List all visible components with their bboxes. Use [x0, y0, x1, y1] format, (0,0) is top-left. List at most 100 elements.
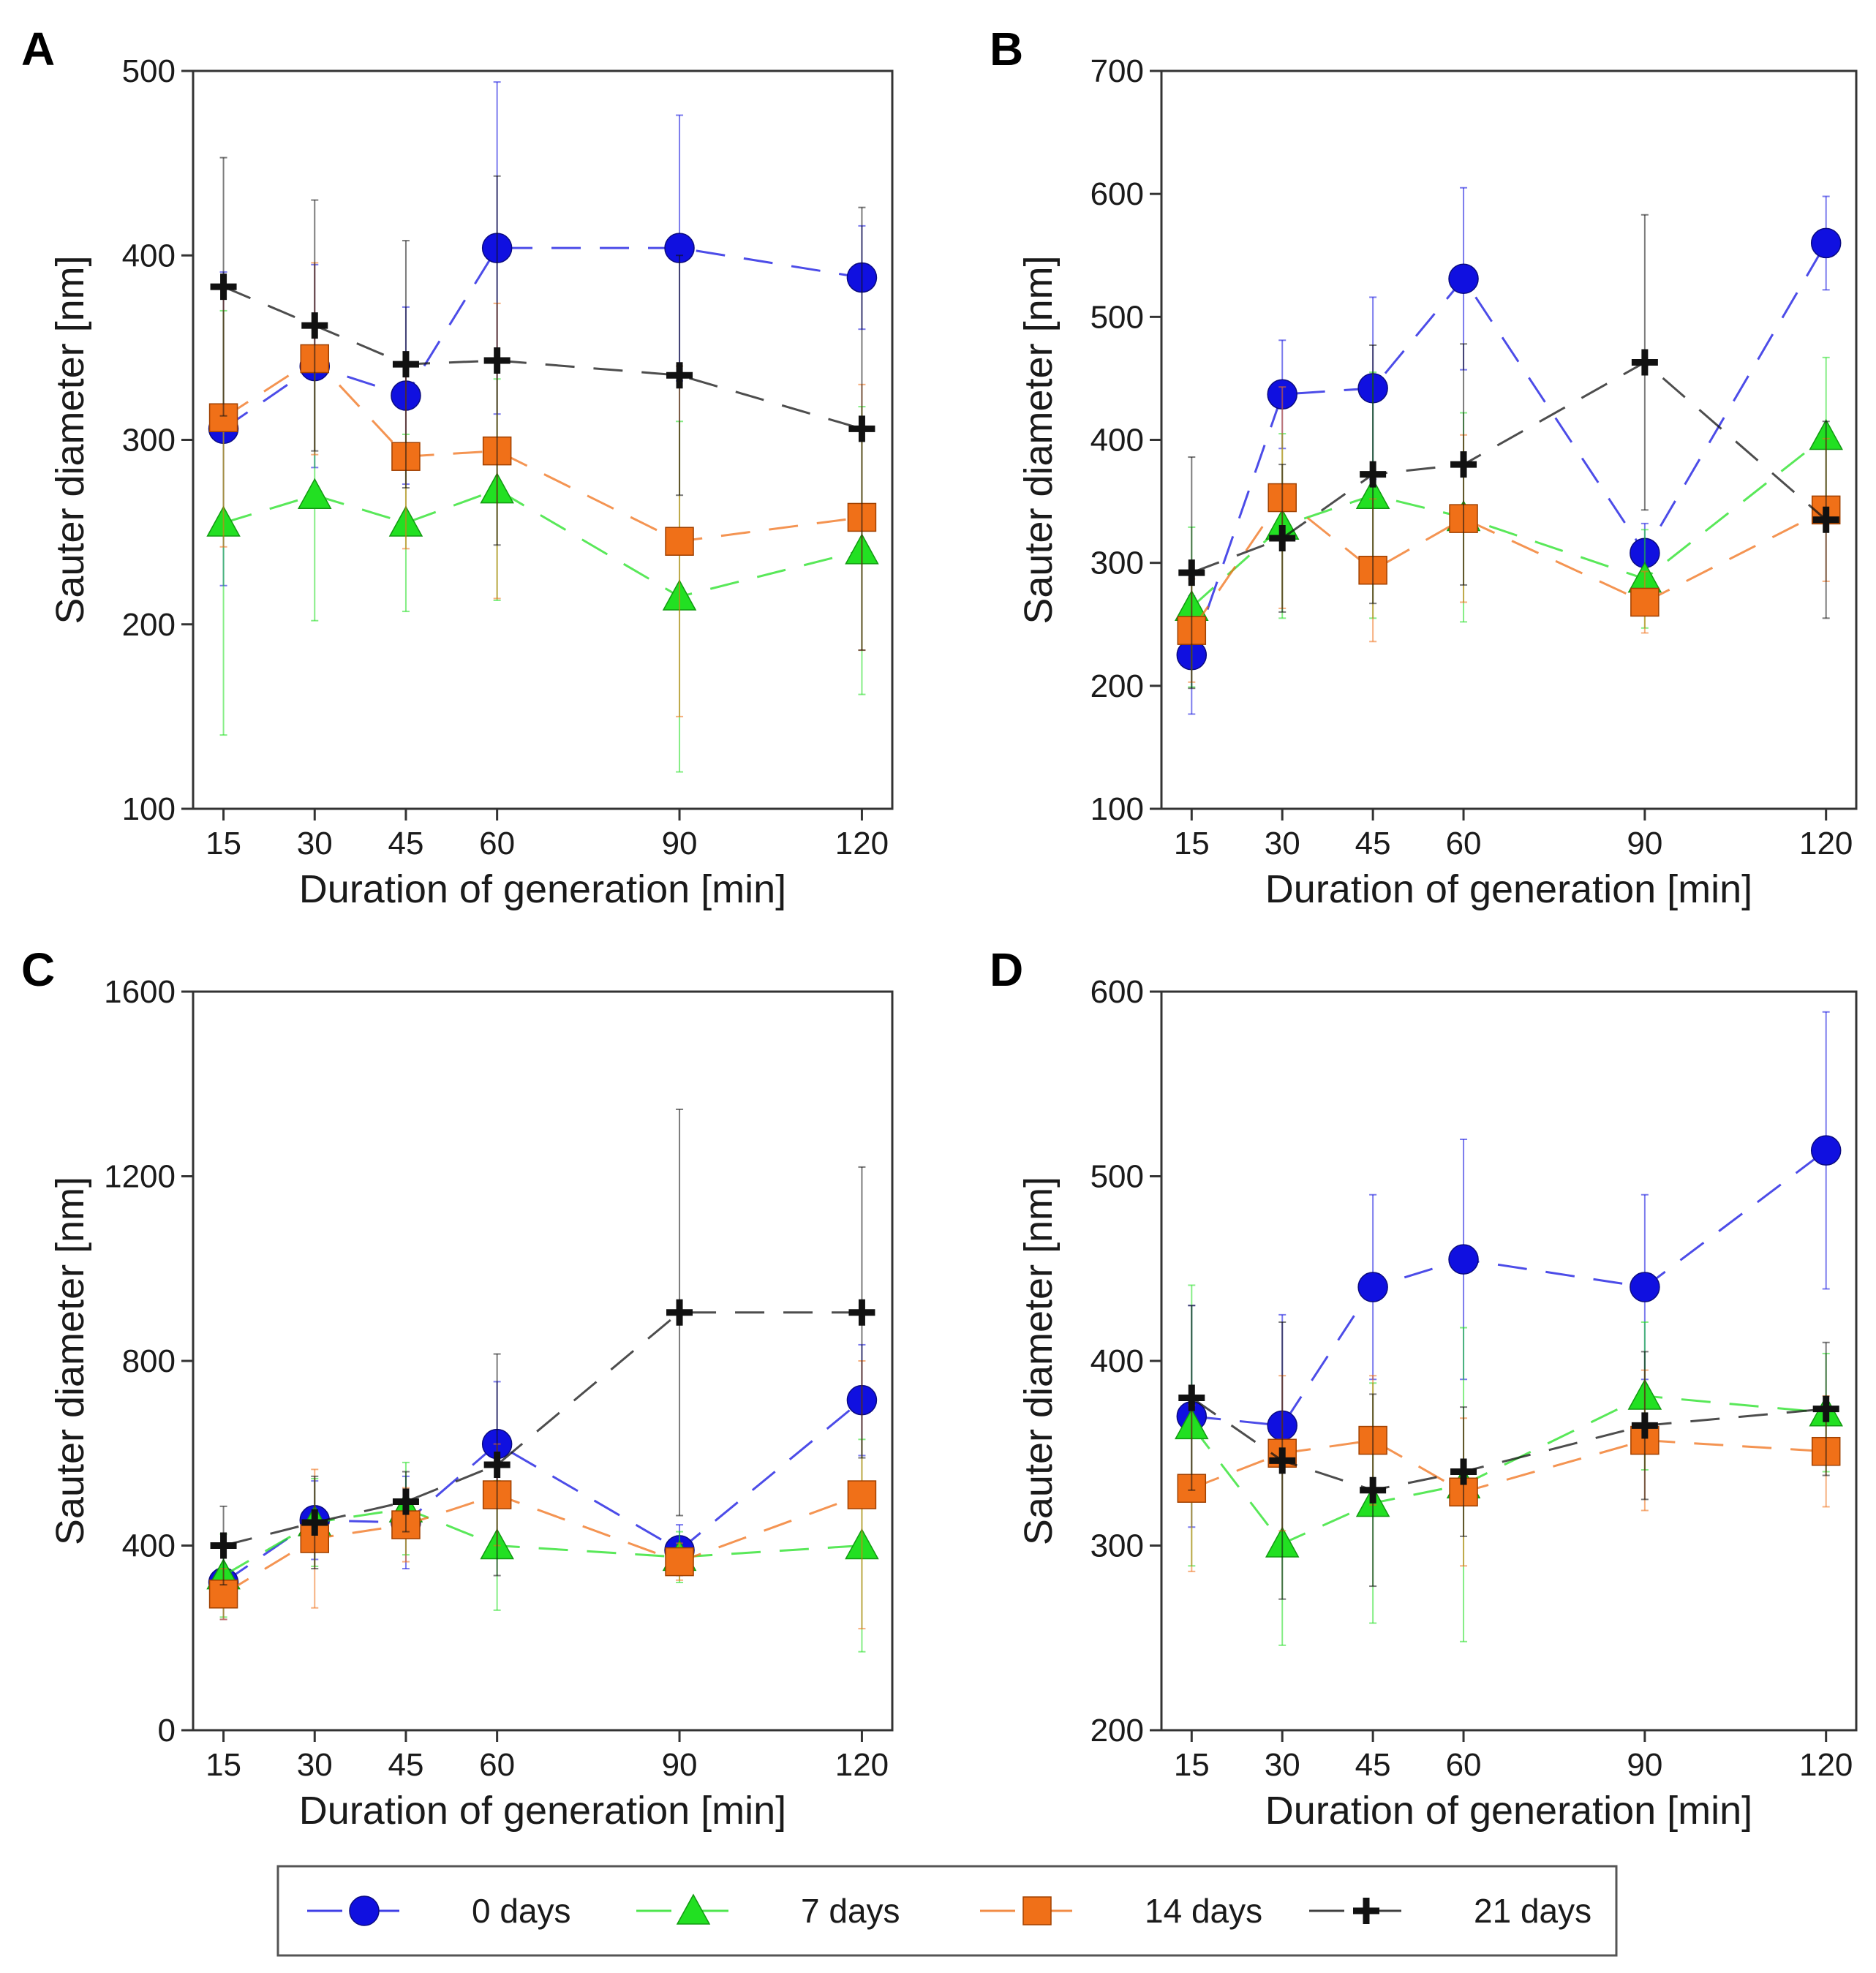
data-point-21-days — [1631, 349, 1658, 376]
x-tick-label-a: 120 — [835, 826, 889, 861]
panel-c: C 0 400 800 1200 1600 15 30 45 60 90 120 Duration of… — [21, 943, 894, 1833]
y-axis-title-b: Sauter diameter [nm] — [1017, 255, 1061, 624]
legend-label-21-days: 21 days — [1474, 1892, 1591, 1930]
x-tick-label-c: 90 — [662, 1747, 698, 1783]
y-tick-label-b: 200 — [1090, 668, 1144, 704]
legend-item-0-days: 0 days — [307, 1892, 571, 1930]
panel-letter-b: B — [990, 23, 1023, 75]
y-tick-label-a: 300 — [122, 423, 176, 459]
x-tick-label-d: 15 — [1174, 1747, 1210, 1783]
data-point-21-days — [210, 1532, 237, 1559]
x-axis-title-c: Duration of generation [min] — [299, 1789, 786, 1833]
data-point-14-days — [665, 1547, 694, 1577]
legend-label-7-days: 7 days — [801, 1892, 900, 1930]
data-point-21-days — [1269, 525, 1296, 552]
panel-letter-a: A — [21, 23, 55, 75]
panel-b: B 100 200 300 400 500 600 700 15 30 45 60 90 120 Durat… — [990, 23, 1858, 911]
legend-marker-14-days — [1022, 1896, 1052, 1925]
x-tick-label-b: 90 — [1627, 826, 1662, 861]
data-point-21-days — [1631, 1412, 1658, 1439]
y-tick-label-a: 100 — [122, 791, 176, 827]
data-point-21-days — [1450, 1458, 1477, 1485]
data-point-21-days — [666, 362, 693, 389]
y-tick-label-a: 400 — [122, 238, 176, 273]
legend-label-0-days: 0 days — [472, 1892, 571, 1930]
series-14-days-panel-a — [208, 262, 877, 717]
x-tick-label-b: 15 — [1174, 826, 1210, 861]
x-tick-label-a: 60 — [479, 826, 515, 861]
data-point-21-days — [1360, 1476, 1387, 1504]
panel-d: D 200 300 400 500 600 15 30 45 60 90 120 Duration of… — [990, 943, 1858, 1833]
x-axis-title-b: Duration of generation [min] — [1265, 867, 1752, 911]
series-line — [222, 285, 862, 430]
data-point-21-days — [1812, 1395, 1839, 1422]
x-tick-label-d: 90 — [1627, 1747, 1662, 1783]
y-tick-label-d: 600 — [1090, 974, 1144, 1010]
legend-marker-7-days — [676, 1893, 711, 1925]
series-line — [223, 1311, 862, 1547]
x-tick-label-b: 60 — [1446, 826, 1482, 861]
series-21-days-panel-b — [1178, 214, 1839, 690]
series-line — [1190, 242, 1827, 656]
data-point-21-days — [301, 312, 328, 339]
data-point-21-days — [848, 415, 875, 442]
panel-a: A 100 200 300 400 500 15 30 45 60 90 120 Duration of… — [21, 23, 894, 911]
y-tick-label-c: 800 — [122, 1343, 176, 1379]
x-tick-label-d: 30 — [1265, 1747, 1300, 1783]
data-point-0-days — [1810, 227, 1842, 259]
legend-marker-21-days — [1353, 1898, 1379, 1924]
x-tick-label-b: 30 — [1265, 826, 1300, 861]
series-line — [1191, 361, 1827, 574]
data-point-0-days — [1630, 1272, 1660, 1302]
y-tick-label-b: 100 — [1090, 791, 1144, 827]
data-point-21-days — [483, 347, 511, 374]
y-tick-label-d: 200 — [1090, 1713, 1144, 1748]
y-tick-label-b: 600 — [1090, 176, 1144, 212]
series-line — [222, 1507, 862, 1577]
y-tick-label-c: 0 — [158, 1713, 176, 1748]
y-tick-label-b: 300 — [1090, 546, 1144, 581]
data-point-14-days — [665, 527, 694, 556]
x-tick-label-c: 60 — [479, 1747, 515, 1783]
x-tick-label-c: 30 — [297, 1747, 333, 1783]
x-tick-label-a: 90 — [662, 826, 698, 861]
y-tick-label-d: 400 — [1090, 1343, 1144, 1379]
data-point-21-days — [392, 351, 419, 378]
x-tick-label-a: 30 — [297, 826, 333, 861]
data-point-21-days — [210, 273, 237, 301]
data-point-21-days — [392, 1488, 419, 1515]
y-tick-label-d: 300 — [1090, 1528, 1144, 1564]
data-point-0-days — [1810, 1135, 1842, 1166]
data-point-14-days — [847, 1480, 877, 1509]
data-point-21-days — [666, 1299, 693, 1326]
x-tick-label-c: 120 — [835, 1747, 889, 1783]
series-line — [1191, 1149, 1827, 1427]
series-21-days-panel-d — [1178, 1305, 1839, 1600]
series-line — [1191, 1439, 1826, 1493]
data-point-21-days — [483, 1452, 511, 1479]
data-point-21-days — [1360, 461, 1387, 488]
data-point-21-days — [848, 1299, 875, 1326]
x-tick-label-b: 120 — [1799, 826, 1853, 861]
series-line — [222, 1493, 862, 1596]
legend-item-14-days: 14 days — [980, 1892, 1262, 1930]
series-line — [1191, 1395, 1826, 1545]
data-point-21-days — [1178, 1384, 1205, 1411]
data-point-7-days — [297, 478, 332, 509]
series-21-days-panel-c — [210, 1108, 875, 1586]
legend-item-7-days: 7 days — [636, 1892, 900, 1930]
data-point-21-days — [1450, 451, 1477, 478]
x-tick-label-c: 45 — [388, 1747, 423, 1783]
panel-letter-c: C — [21, 943, 55, 996]
x-tick-label-d: 45 — [1355, 1747, 1391, 1783]
y-tick-label-c: 1600 — [104, 974, 176, 1010]
y-tick-label-b: 400 — [1090, 423, 1144, 459]
legend: 0 days 7 days 14 days 21 days — [276, 1865, 1618, 1957]
series-line — [1191, 1397, 1826, 1492]
y-tick-label-d: 500 — [1090, 1159, 1144, 1195]
data-point-21-days — [301, 1509, 328, 1536]
data-point-0-days — [1448, 1244, 1479, 1275]
